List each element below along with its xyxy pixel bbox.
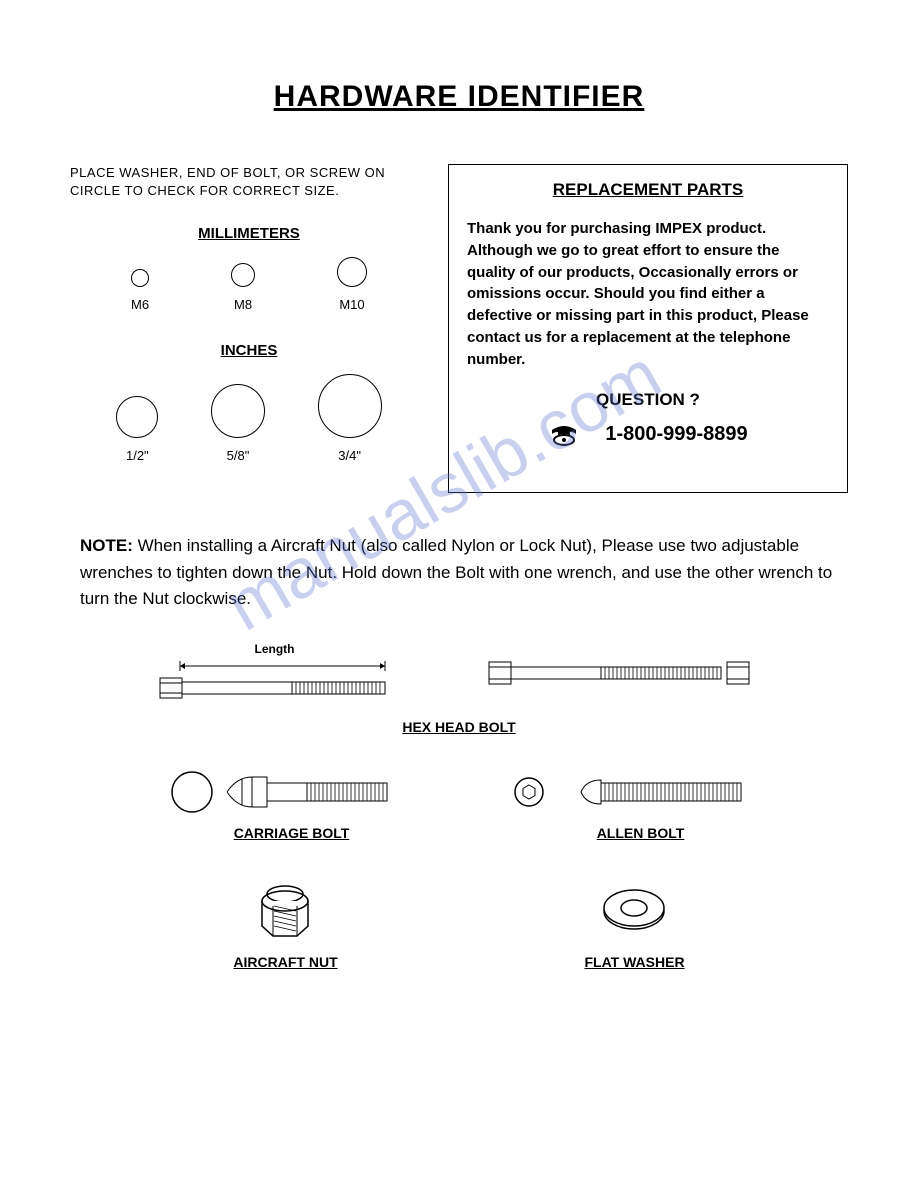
circle-m8 [231, 263, 255, 287]
instruction-text: PLACE WASHER, END OF BOLT, OR SCREW ON C… [70, 164, 428, 200]
phone-number: 1-800-999-8899 [605, 423, 747, 446]
millimeters-row: M6 M8 M10 [70, 257, 428, 312]
circle-half-inch [116, 396, 158, 438]
size-half-inch: 1/2" [116, 396, 158, 463]
hex-head-label: HEX HEAD BOLT [402, 719, 515, 735]
hex-bolt-left: Length [155, 642, 395, 711]
note-label: NOTE: [80, 536, 133, 555]
nut-washer-labels: AIRCRAFT NUT FLAT WASHER [110, 954, 808, 970]
size-m6: M6 [131, 269, 149, 312]
size-five-eighths: 5/8" [211, 384, 265, 463]
note-text: When installing a Aircraft Nut (also cal… [80, 536, 832, 608]
phone-line: 1-800-999-8899 [467, 422, 829, 446]
size-gauge-column: PLACE WASHER, END OF BOLT, OR SCREW ON C… [70, 164, 428, 493]
label-m8: M8 [234, 297, 252, 312]
flat-washer-icon [599, 886, 669, 936]
allen-bolt-icon [511, 772, 751, 812]
label-three-quarter: 3/4" [338, 448, 361, 463]
hardware-grid: Length [70, 642, 848, 970]
hex-head-row: Length [110, 642, 808, 711]
page-title: HARDWARE IDENTIFIER [70, 80, 848, 114]
carriage-allen-row [110, 767, 808, 817]
size-three-quarter: 3/4" [318, 374, 382, 463]
allen-label: ALLEN BOLT [597, 825, 685, 841]
flat-washer-label: FLAT WASHER [584, 954, 684, 970]
label-five-eighths: 5/8" [227, 448, 250, 463]
phone-icon [548, 422, 580, 446]
aircraft-nut-icon [250, 876, 320, 946]
millimeters-heading: MILLIMETERS [70, 225, 428, 242]
question-text: QUESTION ? [467, 390, 829, 410]
size-m10: M10 [337, 257, 367, 312]
replacement-parts-box: REPLACEMENT PARTS Thank you for purchasi… [448, 164, 848, 493]
circle-m10 [337, 257, 367, 287]
size-m8: M8 [231, 263, 255, 312]
replacement-body: Thank you for purchasing IMPEX product. … [467, 218, 829, 370]
inches-row: 1/2" 5/8" 3/4" [70, 374, 428, 463]
replacement-title: REPLACEMENT PARTS [467, 180, 829, 200]
carriage-allen-labels: CARRIAGE BOLT ALLEN BOLT [110, 825, 808, 841]
circle-three-quarter [318, 374, 382, 438]
length-label: Length [155, 642, 395, 656]
inches-heading: INCHES [70, 342, 428, 359]
label-half-inch: 1/2" [126, 448, 149, 463]
top-section: PLACE WASHER, END OF BOLT, OR SCREW ON C… [70, 164, 848, 493]
nut-washer-row [110, 876, 808, 946]
aircraft-nut-label: AIRCRAFT NUT [233, 954, 337, 970]
circle-m6 [131, 269, 149, 287]
label-m10: M10 [339, 297, 364, 312]
carriage-bolt-icon [167, 767, 397, 817]
label-m6: M6 [131, 297, 149, 312]
carriage-label: CARRIAGE BOLT [234, 825, 350, 841]
note-paragraph: NOTE: When installing a Aircraft Nut (al… [70, 533, 848, 612]
hex-bolt-right [484, 654, 764, 699]
circle-five-eighths [211, 384, 265, 438]
